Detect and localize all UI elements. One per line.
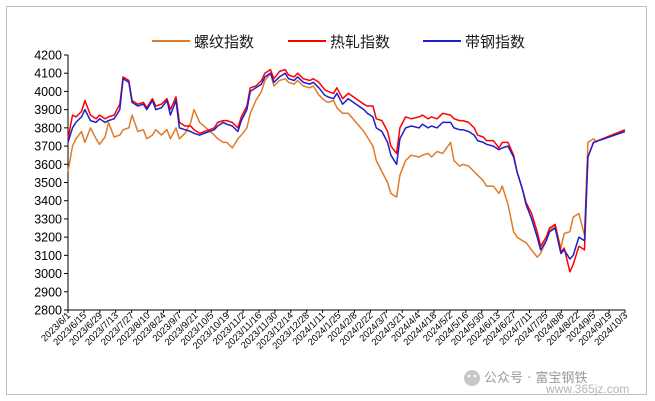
y-tick-label: 3300 (34, 212, 62, 226)
y-tick-label: 3800 (34, 121, 62, 135)
y-tick-label: 3600 (34, 158, 62, 172)
watermark-site: www.365jz.com (545, 382, 629, 396)
watermark-account: 公众号 · 富宝钢铁 (484, 370, 587, 386)
series-line-2 (67, 72, 626, 260)
legend: 螺纹指数 热轧指数 带钢指数 (152, 33, 525, 51)
legend-label: 螺纹指数 (194, 33, 254, 51)
y-tick-label: 3500 (34, 176, 62, 190)
y-tick-label: 3900 (34, 103, 62, 117)
plot-area (67, 68, 626, 273)
legend-label: 热轧指数 (330, 33, 390, 51)
y-tick-label: 3200 (34, 231, 62, 245)
wechat-logo-icon (464, 370, 480, 386)
y-tick-label: 4000 (34, 85, 62, 99)
y-axis: 2800 2900 3000 3100 3200 3300 3400 3500 3600 3700… (34, 49, 69, 318)
y-tick-label: 2800 (34, 304, 62, 318)
y-tick-label: 2900 (34, 285, 62, 299)
y-tick-label: 3700 (34, 140, 62, 154)
x-axis: 2023/6/12023/6/152023/6/292023/7/132023/… (39, 309, 630, 352)
watermark: 公众号 · 富宝钢铁 www.365jz.com (464, 370, 629, 396)
y-tick-label: 4100 (34, 67, 62, 81)
series-line-0 (67, 72, 598, 258)
y-tick-label: 3400 (34, 194, 62, 208)
y-tick-label: 3100 (34, 249, 62, 263)
y-tick-label: 3000 (34, 267, 62, 281)
chart-frame (6, 6, 647, 395)
legend-label: 带钢指数 (465, 33, 525, 51)
y-tick-label: 4200 (34, 49, 62, 63)
